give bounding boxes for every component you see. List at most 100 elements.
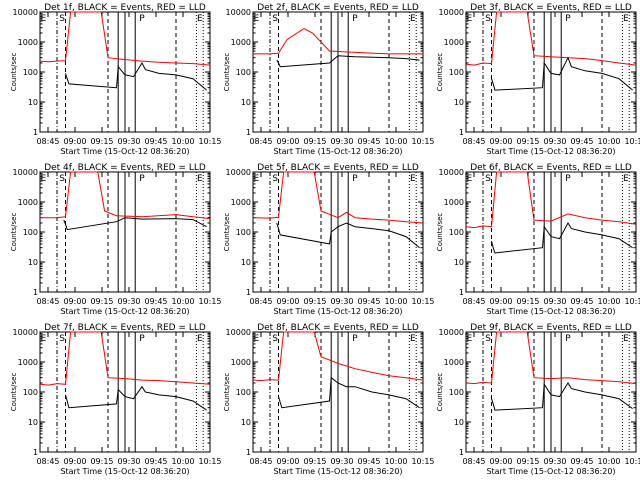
x-tick-label: 10:15 <box>198 137 221 146</box>
x-tick-label: 10:00 <box>597 457 620 466</box>
y-tick-label: 10 <box>454 418 464 427</box>
x-tick-label: 09:00 <box>276 137 299 146</box>
panel-title: Det 1f, BLACK = Events, RED = LLD <box>44 3 206 13</box>
lld-series-line <box>465 331 637 385</box>
y-tick-label: 10000 <box>13 8 38 17</box>
x-axis-label: Start Time (15-Oct-12 08:36:20) <box>273 147 402 156</box>
detector-panel: Det 4f, BLACK = Events, RED = LLD 1 10 100 1… <box>10 163 222 316</box>
y-tick-label: 100 <box>23 68 38 77</box>
x-tick-label: 09:15 <box>90 457 113 466</box>
y-tick-label: 10000 <box>439 8 464 17</box>
x-tick-label: 10:00 <box>597 137 620 146</box>
y-axis-label: Counts/sec <box>10 373 18 412</box>
x-tick-label: 09:15 <box>516 297 539 306</box>
y-tick-label: 1000 <box>231 198 251 207</box>
y-tick-label: 10 <box>454 98 464 107</box>
marker-label-e: E <box>197 14 203 24</box>
x-tick-label: 08:45 <box>36 297 59 306</box>
marker-label-s: S <box>485 334 491 344</box>
y-tick-label: 10000 <box>439 168 464 177</box>
x-tick-label: 09:15 <box>90 297 113 306</box>
events-series-line <box>491 56 633 91</box>
marker-label-e: E <box>623 174 629 184</box>
y-axis-label: Counts/sec <box>223 53 231 92</box>
x-tick-label: 09:00 <box>276 297 299 306</box>
y-tick-label: 1000 <box>231 358 251 367</box>
marker-label-e: E <box>254 334 260 344</box>
x-tick-label: 10:15 <box>198 457 221 466</box>
x-axis-label: Start Time (15-Oct-12 08:36:20) <box>486 307 615 316</box>
x-tick-label: 10:15 <box>411 297 434 306</box>
x-tick-label: 08:45 <box>249 457 272 466</box>
lld-series-line <box>252 331 424 382</box>
y-tick-label: 1 <box>246 128 251 137</box>
x-tick-label: 09:15 <box>303 137 326 146</box>
x-tick-label: 09:45 <box>144 137 167 146</box>
panel-title: Det 4f, BLACK = Events, RED = LLD <box>44 163 206 173</box>
panel-title: Det 8f, BLACK = Events, RED = LLD <box>257 323 419 333</box>
x-tick-label: 10:00 <box>384 137 407 146</box>
y-tick-label: 1 <box>33 288 38 297</box>
marker-label-s: S <box>485 174 491 184</box>
x-tick-label: 09:45 <box>570 297 593 306</box>
y-tick-label: 1 <box>33 448 38 457</box>
y-tick-label: 1 <box>33 128 38 137</box>
x-axis-label: Start Time (15-Oct-12 08:36:20) <box>273 307 402 316</box>
detector-panel: Det 1f, BLACK = Events, RED = LLD 1 10 100 1… <box>10 3 222 156</box>
x-tick-label: 08:45 <box>36 457 59 466</box>
y-axis-label: Counts/sec <box>436 53 444 92</box>
y-axis-label: Counts/sec <box>436 213 444 252</box>
y-tick-label: 1000 <box>18 38 38 47</box>
y-tick-label: 10 <box>454 258 464 267</box>
marker-label-s: S <box>272 174 278 184</box>
panel-title: Det 6f, BLACK = Events, RED = LLD <box>470 163 632 173</box>
x-tick-label: 09:45 <box>357 457 380 466</box>
y-tick-label: 100 <box>236 388 251 397</box>
detector-panel: Det 3f, BLACK = Events, RED = LLD 1 10 100 1… <box>436 3 640 156</box>
detector-panel: Det 9f, BLACK = Events, RED = LLD 1 10 100 1… <box>436 323 640 476</box>
y-tick-label: 10 <box>28 418 38 427</box>
y-tick-label: 1000 <box>18 358 38 367</box>
marker-label-p: P <box>352 14 358 24</box>
y-axis-label: Counts/sec <box>10 53 18 92</box>
events-series-line <box>491 221 633 254</box>
events-series-line <box>65 61 207 91</box>
x-tick-label: 10:15 <box>198 297 221 306</box>
marker-label-e: E <box>467 14 473 24</box>
y-tick-label: 1 <box>459 128 464 137</box>
events-series-line <box>491 382 633 411</box>
x-tick-label: 09:30 <box>330 457 353 466</box>
y-axis-label: Counts/sec <box>436 373 444 412</box>
x-tick-label: 09:30 <box>543 457 566 466</box>
marker-label-e: E <box>410 334 416 344</box>
marker-label-e: E <box>410 14 416 24</box>
marker-label-p: P <box>139 334 145 344</box>
y-tick-label: 10000 <box>226 168 251 177</box>
y-tick-label: 10000 <box>226 328 251 337</box>
marker-label-p: P <box>139 14 145 24</box>
marker-label-e: E <box>197 334 203 344</box>
x-tick-label: 09:30 <box>117 457 140 466</box>
marker-label-p: P <box>139 174 145 184</box>
detector-panel: Det 2f, BLACK = Events, RED = LLD 1 10 100 1… <box>223 3 435 156</box>
x-tick-label: 08:45 <box>462 137 485 146</box>
x-tick-label: 09:30 <box>543 137 566 146</box>
y-tick-label: 100 <box>236 68 251 77</box>
lld-series-line <box>252 171 424 224</box>
marker-label-s: S <box>59 174 65 184</box>
y-axis-label: Counts/sec <box>10 213 18 252</box>
x-tick-label: 09:00 <box>489 457 512 466</box>
x-tick-label: 09:30 <box>330 137 353 146</box>
x-tick-label: 09:15 <box>303 297 326 306</box>
x-tick-label: 09:30 <box>117 297 140 306</box>
x-axis-label: Start Time (15-Oct-12 08:36:20) <box>60 147 189 156</box>
marker-label-p: P <box>352 334 358 344</box>
x-tick-label: 08:45 <box>462 457 485 466</box>
x-axis-label: Start Time (15-Oct-12 08:36:20) <box>60 307 189 316</box>
marker-label-s: S <box>59 14 65 24</box>
x-tick-label: 09:45 <box>357 137 380 146</box>
y-tick-label: 100 <box>449 228 464 237</box>
x-axis-label: Start Time (15-Oct-12 08:36:20) <box>273 467 402 476</box>
x-tick-label: 09:15 <box>303 457 326 466</box>
